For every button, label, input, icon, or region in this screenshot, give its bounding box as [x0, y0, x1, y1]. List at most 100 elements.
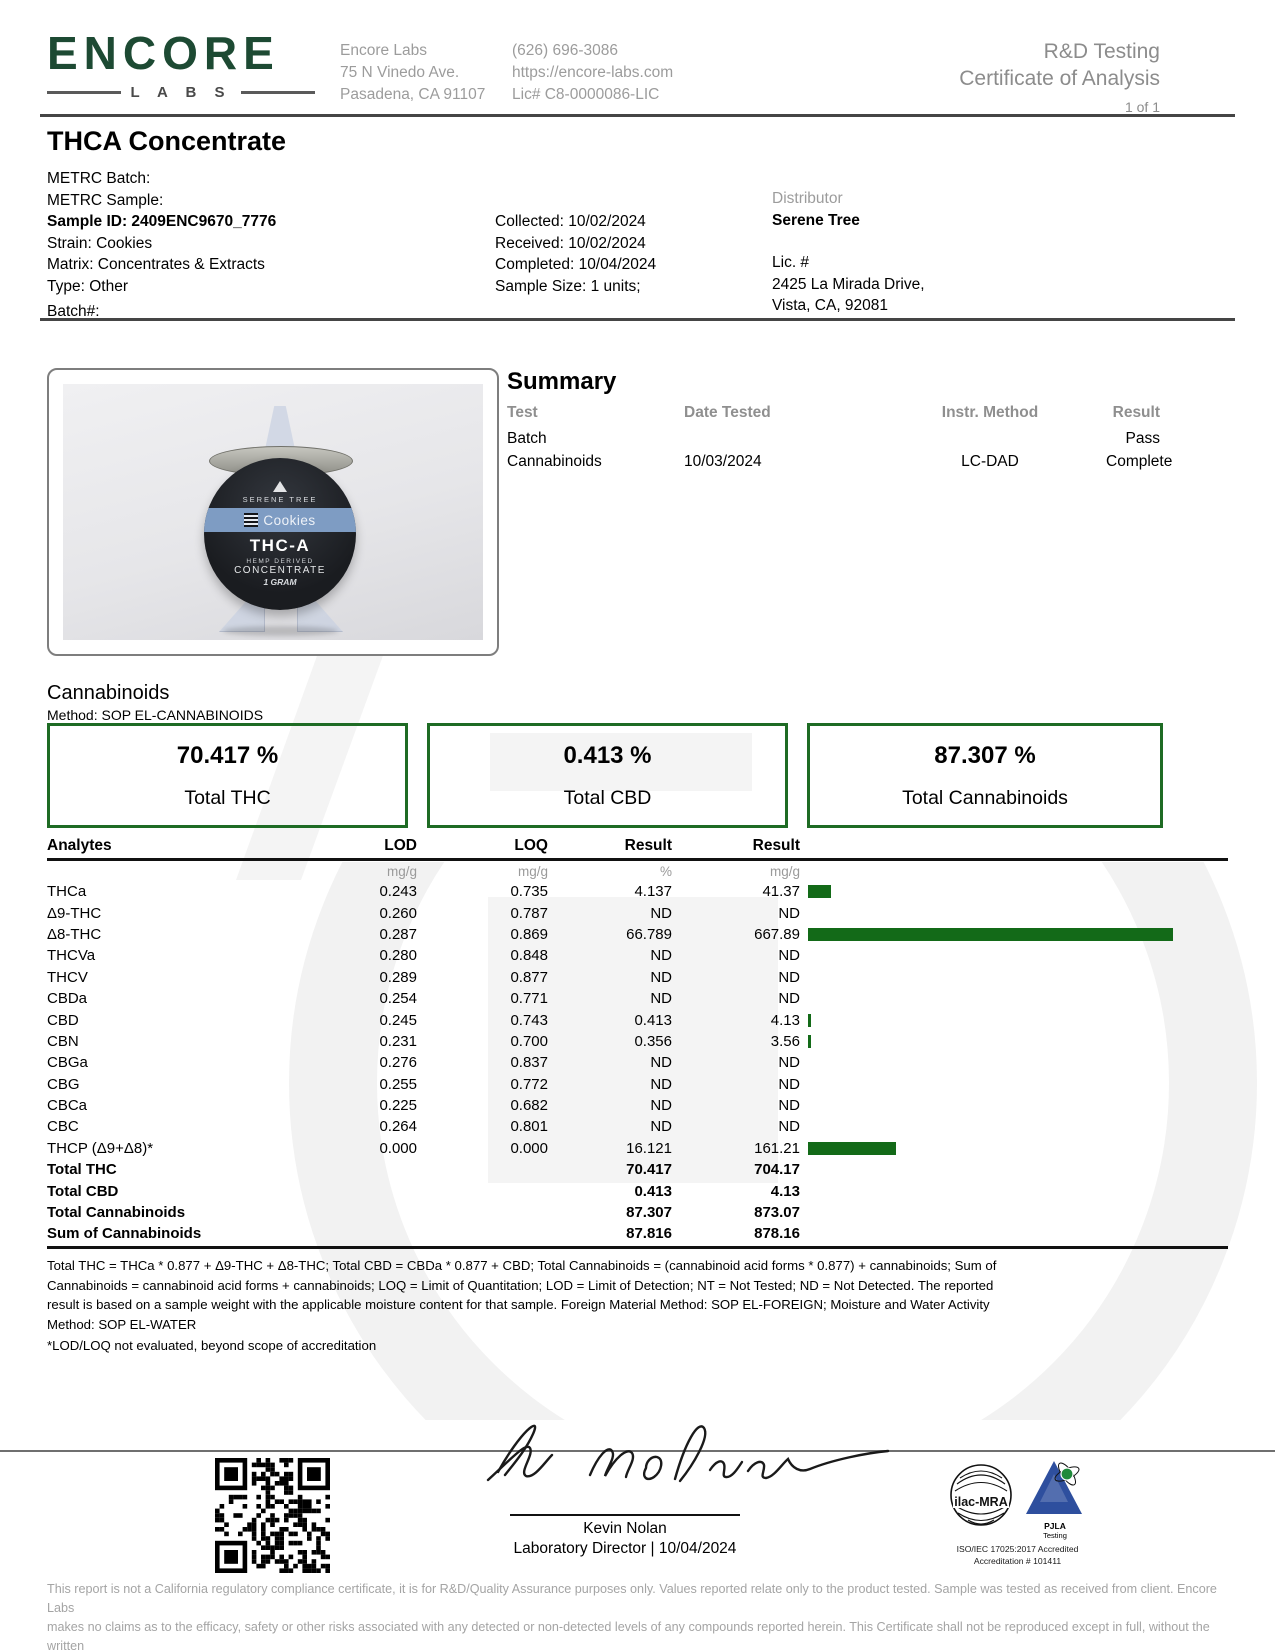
- analyte-bar-cell: [800, 1141, 1228, 1155]
- jar-gram-text: 1 GRAM: [263, 577, 297, 587]
- analyte-result-pct: 0.356: [634, 1032, 672, 1050]
- analyte-loq: 0.772: [510, 1075, 548, 1093]
- summary-row: Batch Pass: [507, 430, 1160, 453]
- analyte-loq: 0.848: [510, 947, 548, 965]
- summary-heading: Summary: [507, 368, 617, 395]
- svg-text:ilac-MRA: ilac-MRA: [954, 1495, 1007, 1509]
- analyte-result-mg: ND: [778, 904, 800, 922]
- analyte-loq: 0.837: [510, 1054, 548, 1072]
- batch-number: Batch#:: [47, 303, 100, 320]
- analyte-result-mg: 3.56: [770, 1032, 800, 1050]
- report-type: R&D Testing: [1043, 40, 1160, 63]
- analyte-result-bar: [808, 1034, 811, 1048]
- footnote-line: Cannabinoids = cannabinoid acid forms + …: [47, 1277, 994, 1293]
- analyte-lod: 0.245: [379, 1011, 417, 1029]
- analyte-lod: 0.260: [379, 904, 417, 922]
- analyte-loq: 0.877: [510, 968, 548, 986]
- unit-result-mg: mg/g: [769, 864, 800, 879]
- analyte-result-pct: 16.121: [626, 1139, 672, 1157]
- total-result-pct: 0.413: [634, 1182, 672, 1200]
- summary-method: LC-DAD: [961, 453, 1019, 470]
- sample-type: Type: Other: [47, 277, 128, 295]
- sample-size: Sample Size: 1 units;: [495, 277, 641, 295]
- distributor-address1: 2425 La Mirada Drive,: [772, 275, 925, 293]
- disclaimer-line: This report is not a California regulato…: [47, 1582, 1217, 1615]
- analyte-result-pct: 4.137: [634, 883, 672, 901]
- total-row: Total THC 70.417 704.17: [47, 1159, 1228, 1180]
- unit-loq: mg/g: [517, 864, 548, 879]
- logo-rule-left: [47, 91, 121, 94]
- col-result-pct: Result: [624, 837, 672, 854]
- footnote-line: Total THC = THCa * 0.877 + Δ9-THC + Δ8-T…: [47, 1258, 997, 1273]
- lab-name: Encore Labs: [340, 42, 428, 59]
- page-indicator: 1 of 1: [1124, 99, 1160, 115]
- matrix: Matrix: Concentrates & Extracts: [47, 256, 265, 273]
- analyte-loq: 0.735: [510, 883, 548, 901]
- analyte-name: THCa: [47, 883, 87, 901]
- lab-city: Pasadena, CA 91107: [340, 86, 486, 103]
- logo-rule-right: [241, 91, 316, 94]
- product-photo-frame: SERENE TREE Cookies THC-A HEMP DERIVED C…: [47, 368, 499, 656]
- analyte-name: CBGa: [47, 1054, 88, 1072]
- total-cannabinoids-value: 87.307 %: [934, 742, 1036, 769]
- analyte-result-bar: [808, 1013, 811, 1027]
- analyte-result-mg: ND: [778, 990, 800, 1008]
- analyte-result-mg: ND: [778, 1054, 800, 1072]
- total-result-pct: 87.307: [626, 1204, 672, 1222]
- analyte-result-mg: ND: [778, 1075, 800, 1093]
- analyte-loq: 0.743: [510, 1011, 548, 1029]
- disclaimer-line: makes no claims as to the efficacy, safe…: [47, 1620, 1210, 1650]
- pjla-logo-icon: [1026, 1461, 1082, 1514]
- analyte-name: CBG: [47, 1075, 80, 1093]
- info-divider: [40, 318, 1235, 321]
- analyte-loq: 0.771: [510, 990, 548, 1008]
- total-cbd-label: Total CBD: [563, 787, 652, 809]
- analyte-lod: 0.243: [379, 883, 417, 901]
- analyte-result-pct: ND: [650, 904, 672, 922]
- analyte-name: CBN: [47, 1032, 79, 1050]
- spacer: [772, 231, 925, 252]
- analyte-name: Δ9-THC: [47, 904, 102, 922]
- summary-result: Complete: [1106, 453, 1173, 470]
- total-result-mg: 4.13: [770, 1182, 800, 1200]
- total-name: Sum of Cannabinoids: [47, 1225, 202, 1243]
- analyte-lod: 0.276: [379, 1054, 417, 1072]
- analyte-row: CBGa 0.276 0.837 ND ND: [47, 1052, 1228, 1073]
- analyte-loq: 0.787: [510, 904, 548, 922]
- analyte-bar-cell: [800, 1034, 1228, 1048]
- analyte-name: Δ8-THC: [47, 925, 102, 943]
- logo-labs-row: L A B S: [47, 84, 316, 101]
- analyte-row: THCVa 0.280 0.848 ND ND: [47, 945, 1228, 966]
- analyte-result-bar: [808, 1141, 896, 1155]
- analyte-result-bar: [808, 885, 831, 899]
- analyte-bar-cell: [800, 927, 1228, 941]
- analyte-row: CBDa 0.254 0.771 ND ND: [47, 988, 1228, 1009]
- distributor-license: Lic. #: [772, 254, 810, 271]
- summary-method: [874, 430, 1106, 453]
- analyte-lod: 0.231: [379, 1032, 417, 1050]
- analyte-name: CBC: [47, 1118, 79, 1136]
- analyte-result-pct: ND: [650, 1075, 672, 1093]
- table-bottom-rule: [47, 1246, 1228, 1249]
- total-cannabinoids-label: Total Cannabinoids: [902, 787, 1068, 809]
- analyte-name: THCP (Δ9+Δ8)*: [47, 1139, 154, 1157]
- total-cannabinoids-box: 87.307 % Total Cannabinoids: [807, 723, 1163, 828]
- ilac-mra-logo-icon: ilac-MRA: [950, 1464, 1012, 1526]
- total-thc-value: 70.417 %: [176, 742, 279, 769]
- analyte-row: Δ9-THC 0.260 0.787 ND ND: [47, 902, 1228, 923]
- strain: Strain: Cookies: [47, 234, 153, 252]
- doc-title-block: R&D Testing Certificate of Analysis 1 of…: [959, 38, 1160, 115]
- analyte-result-pct: 66.789: [626, 925, 672, 943]
- lab-phone: (626) 696-3086: [512, 42, 618, 59]
- analyte-name: CBDa: [47, 990, 88, 1008]
- total-result-pct: 87.816: [626, 1225, 672, 1243]
- encore-labs-logo: ENCORE L A B S: [47, 30, 316, 101]
- completed-date: Completed: 10/04/2024: [495, 256, 657, 273]
- footer-divider: [0, 1450, 1275, 1452]
- doc-title: Certificate of Analysis: [959, 67, 1160, 90]
- total-row: Total Cannabinoids 87.307 873.07: [47, 1202, 1228, 1223]
- header-divider: [40, 114, 1235, 117]
- total-name: Total CBD: [47, 1182, 119, 1200]
- summary-date: [684, 430, 874, 453]
